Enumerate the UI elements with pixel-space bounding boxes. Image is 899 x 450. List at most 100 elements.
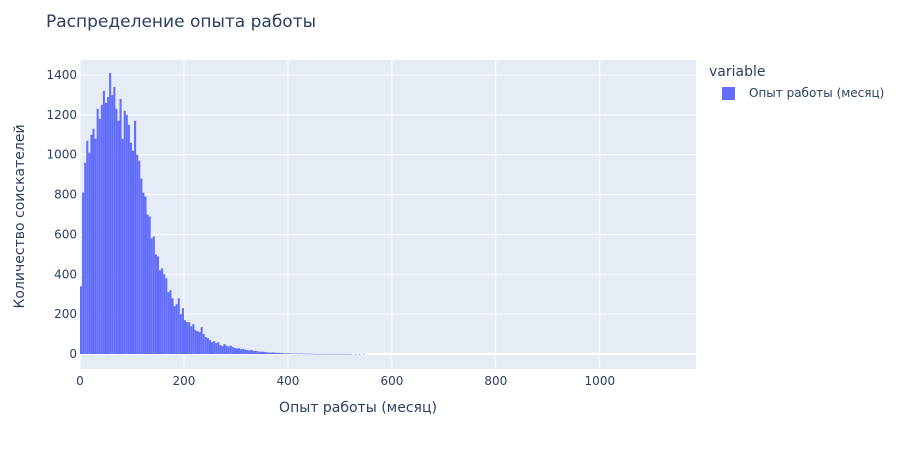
histogram-bar bbox=[177, 298, 180, 355]
histogram-bar bbox=[194, 330, 197, 355]
histogram-bar bbox=[204, 337, 207, 355]
histogram-bar bbox=[84, 162, 87, 355]
histogram-bar bbox=[175, 304, 178, 355]
legend-item[interactable]: Опыт работы (месяц) bbox=[709, 86, 884, 100]
histogram-bar bbox=[277, 352, 280, 355]
x-tick-label: 400 bbox=[276, 374, 299, 388]
histogram-bar bbox=[88, 152, 91, 355]
histogram-bar bbox=[156, 256, 160, 355]
y-axis-ticks: 0 200 400 600 800 1000 1200 1400 bbox=[46, 68, 77, 361]
x-tick-label: 1000 bbox=[585, 374, 616, 388]
histogram-bar bbox=[292, 353, 295, 355]
legend-item-label: Опыт работы (месяц) bbox=[749, 86, 885, 100]
histogram-bar bbox=[144, 196, 147, 355]
histogram-bars bbox=[80, 72, 365, 355]
histogram-bar bbox=[235, 348, 239, 355]
y-tick-label: 1000 bbox=[46, 148, 77, 162]
histogram-bar bbox=[300, 353, 303, 355]
histogram-bar bbox=[223, 344, 226, 355]
histogram-bar bbox=[308, 353, 311, 355]
histogram-bar bbox=[121, 138, 124, 355]
histogram-bar bbox=[188, 322, 191, 355]
histogram-bar bbox=[179, 314, 182, 355]
histogram-bar bbox=[242, 348, 245, 355]
histogram-bar bbox=[339, 353, 342, 355]
histogram-bar bbox=[167, 292, 170, 355]
histogram-bar bbox=[186, 322, 189, 355]
histogram-bar bbox=[206, 338, 209, 355]
histogram-bar bbox=[225, 345, 228, 355]
histogram-bar bbox=[82, 192, 85, 355]
histogram-bar bbox=[296, 353, 299, 355]
y-tick-label: 400 bbox=[54, 267, 77, 281]
histogram-bar bbox=[302, 353, 305, 355]
histogram-bar bbox=[107, 96, 110, 355]
histogram-bar bbox=[115, 108, 118, 355]
y-tick-label: 1200 bbox=[46, 108, 77, 122]
histogram-bar bbox=[358, 353, 361, 355]
histogram-bar bbox=[142, 192, 145, 355]
histogram-bar bbox=[136, 154, 139, 355]
histogram-bar bbox=[294, 353, 297, 355]
x-tick-label: 600 bbox=[380, 374, 403, 388]
histogram-bar bbox=[267, 352, 270, 355]
histogram-bar bbox=[346, 353, 349, 355]
histogram-bar bbox=[92, 128, 95, 355]
histogram-bar bbox=[252, 350, 255, 355]
y-tick-label: 0 bbox=[69, 347, 77, 361]
histogram-bar bbox=[154, 254, 157, 355]
histogram-bar bbox=[262, 351, 266, 355]
histogram-bar bbox=[306, 353, 309, 355]
histogram-bar bbox=[271, 352, 274, 355]
histogram-bar bbox=[171, 298, 174, 355]
histogram-bar bbox=[285, 353, 288, 355]
histogram-bar bbox=[138, 160, 141, 355]
histogram-bar bbox=[258, 351, 261, 355]
histogram-bar bbox=[281, 353, 284, 355]
histogram-bar bbox=[283, 353, 286, 355]
x-axis-label: Опыт работы (месяц) bbox=[279, 400, 437, 416]
histogram-bar bbox=[165, 278, 168, 355]
histogram-bar bbox=[169, 290, 172, 355]
histogram-bar bbox=[254, 350, 257, 355]
histogram-bar bbox=[146, 214, 149, 355]
histogram-bar bbox=[100, 104, 103, 355]
histogram-bar bbox=[248, 350, 251, 355]
histogram-bar bbox=[244, 349, 247, 355]
histogram-bar bbox=[279, 353, 282, 355]
histogram-bar bbox=[152, 236, 155, 355]
histogram-bar bbox=[96, 108, 99, 355]
histogram-bar bbox=[183, 320, 187, 355]
histogram-bar bbox=[94, 138, 97, 355]
histogram-bar bbox=[148, 216, 151, 355]
histogram-bar bbox=[202, 334, 205, 355]
histogram-bar bbox=[344, 353, 347, 355]
histogram-bar bbox=[227, 346, 230, 355]
histogram-bar bbox=[269, 352, 272, 355]
histogram-bar bbox=[131, 150, 135, 355]
histogram-bar bbox=[265, 352, 268, 355]
histogram-bar bbox=[129, 142, 132, 355]
y-axis-label: Количество соискателей bbox=[12, 124, 28, 308]
x-axis-ticks: 0 200 400 600 800 1000 bbox=[76, 374, 615, 388]
histogram-bar bbox=[123, 110, 126, 355]
histogram-bar bbox=[102, 90, 105, 355]
histogram-bar bbox=[354, 353, 357, 355]
histogram-bar bbox=[134, 120, 137, 355]
histogram-bar bbox=[238, 348, 241, 355]
x-tick-label: 0 bbox=[76, 374, 84, 388]
histogram-bar bbox=[231, 347, 234, 355]
histogram-bar bbox=[198, 332, 201, 355]
histogram-bar bbox=[260, 351, 263, 355]
histogram-bar bbox=[325, 353, 328, 355]
histogram-bar bbox=[159, 270, 162, 355]
histogram-bar bbox=[229, 345, 232, 355]
histogram-bar bbox=[196, 331, 199, 355]
histogram-bar bbox=[317, 353, 320, 355]
histogram-bar bbox=[215, 343, 218, 355]
y-tick-label: 600 bbox=[54, 227, 77, 241]
histogram-bar bbox=[246, 350, 249, 355]
histogram-bar bbox=[80, 286, 83, 355]
histogram-bar bbox=[113, 86, 116, 355]
